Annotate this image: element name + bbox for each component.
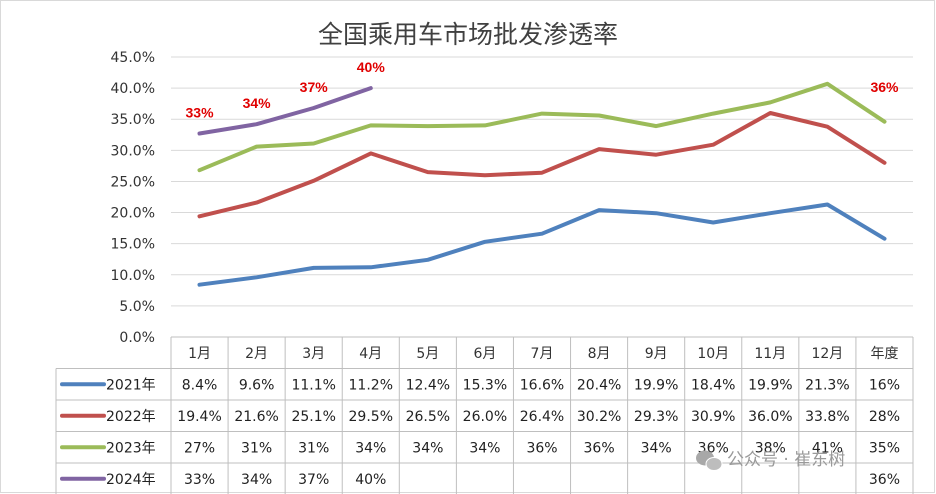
legend-label: 2021年 bbox=[106, 377, 156, 393]
y-tick-label: 20.0% bbox=[111, 206, 155, 222]
table-cell: 26.4% bbox=[520, 409, 564, 425]
y-tick-label: 45.0% bbox=[111, 50, 155, 66]
category-label: 年度 bbox=[870, 346, 898, 362]
table-cell: 25.1% bbox=[291, 409, 335, 425]
table-cell: 37% bbox=[298, 472, 329, 488]
table-cell: 30.2% bbox=[577, 409, 621, 425]
table-cell: 34% bbox=[355, 440, 386, 456]
table-cell: 26.0% bbox=[463, 409, 507, 425]
y-tick-label: 15.0% bbox=[111, 237, 155, 253]
series-line bbox=[197, 111, 887, 219]
table-cell: 21.3% bbox=[805, 377, 849, 393]
table-cell: 34% bbox=[412, 440, 443, 456]
category-label: 7月 bbox=[531, 346, 554, 362]
data-label: 37% bbox=[300, 79, 329, 95]
table-cell: 20.4% bbox=[577, 377, 621, 393]
wechat-icon bbox=[696, 450, 723, 471]
category-label: 1月 bbox=[188, 346, 211, 362]
gridlines bbox=[171, 56, 913, 307]
category-label: 5月 bbox=[416, 346, 439, 362]
table-cell: 18.4% bbox=[691, 377, 735, 393]
table-cell: 36.0% bbox=[748, 409, 792, 425]
table-cell: 33% bbox=[184, 472, 215, 488]
y-tick-label: 10.0% bbox=[111, 268, 155, 284]
legend-label: 2024年 bbox=[106, 472, 156, 488]
table-cell: 31% bbox=[298, 440, 329, 456]
category-label: 9月 bbox=[645, 346, 668, 362]
table-cell: 26.5% bbox=[406, 409, 450, 425]
chart-title: 全国乘用车市场批发渗透率 bbox=[318, 20, 618, 49]
table-cell: 27% bbox=[184, 440, 215, 456]
data-table: 1月 2月 3月 4月 5月 6月 7月 8月 9月 10月 11月 12月 年度 2021年 8.4% 9.… bbox=[55, 336, 914, 494]
table-cell: 34% bbox=[641, 440, 672, 456]
table-cell: 16% bbox=[869, 377, 900, 393]
table-cell: 33.8% bbox=[805, 409, 849, 425]
table-cell: 36% bbox=[869, 472, 900, 488]
table-cell: 12.4% bbox=[406, 377, 450, 393]
category-label: 4月 bbox=[359, 346, 382, 362]
table-cell: 35% bbox=[869, 440, 900, 456]
data-labels: 33% 34% 37% 40% 36% bbox=[186, 59, 899, 120]
data-label: 36% bbox=[870, 79, 899, 95]
table-cell: 29.5% bbox=[349, 409, 393, 425]
watermark-text: 公众号 · 崔东树 bbox=[727, 450, 845, 470]
series-lines bbox=[197, 81, 887, 287]
table-cell: 30.9% bbox=[691, 409, 735, 425]
table-cell: 21.6% bbox=[234, 409, 278, 425]
table-cell: 29.3% bbox=[634, 409, 678, 425]
category-label: 12月 bbox=[811, 346, 843, 362]
table-cell: 36% bbox=[584, 440, 615, 456]
category-label: 6月 bbox=[473, 346, 496, 362]
category-label: 3月 bbox=[302, 346, 325, 362]
table-cell: 31% bbox=[241, 440, 272, 456]
y-tick-label: 40.0% bbox=[111, 81, 155, 97]
table-cell: 16.6% bbox=[520, 377, 564, 393]
series-line bbox=[197, 202, 887, 287]
table-cell: 38% bbox=[755, 440, 786, 456]
table-cell: 8.4% bbox=[182, 377, 218, 393]
table-cell: 11.2% bbox=[349, 377, 393, 393]
category-label: 11月 bbox=[754, 346, 786, 362]
table-cell: 36% bbox=[526, 440, 557, 456]
category-label: 8月 bbox=[588, 346, 611, 362]
table-cell: 19.4% bbox=[177, 409, 221, 425]
table-cell: 15.3% bbox=[463, 377, 507, 393]
table-cell: 40% bbox=[355, 472, 386, 488]
table-cell: 34% bbox=[469, 440, 500, 456]
watermark: 公众号 · 崔东树 bbox=[696, 450, 845, 471]
table-cell: 28% bbox=[869, 409, 900, 425]
series-line bbox=[197, 81, 887, 173]
series-line bbox=[197, 86, 373, 136]
table-cell: 19.9% bbox=[634, 377, 678, 393]
data-label: 33% bbox=[186, 105, 215, 121]
data-label: 34% bbox=[243, 95, 272, 111]
y-tick-label: 30.0% bbox=[111, 143, 155, 159]
table-cell: 11.1% bbox=[291, 377, 335, 393]
table-cell: 34% bbox=[241, 472, 272, 488]
category-label: 10月 bbox=[697, 346, 729, 362]
y-tick-label: 5.0% bbox=[119, 299, 155, 315]
table-cell: 19.9% bbox=[748, 377, 792, 393]
category-label: 2月 bbox=[245, 346, 268, 362]
y-tick-label: 0.0% bbox=[119, 330, 155, 346]
y-axis-ticks: 0.0% 5.0% 10.0% 15.0% 20.0% 25.0% 30.0% 35.0% 40… bbox=[111, 50, 155, 346]
legend-label: 2022年 bbox=[106, 409, 156, 425]
table-cell: 41% bbox=[812, 440, 843, 456]
table-cell: 9.6% bbox=[239, 377, 275, 393]
legend-label: 2023年 bbox=[106, 440, 156, 456]
y-tick-label: 25.0% bbox=[111, 174, 155, 190]
y-tick-label: 35.0% bbox=[111, 112, 155, 128]
data-label: 40% bbox=[357, 59, 386, 75]
